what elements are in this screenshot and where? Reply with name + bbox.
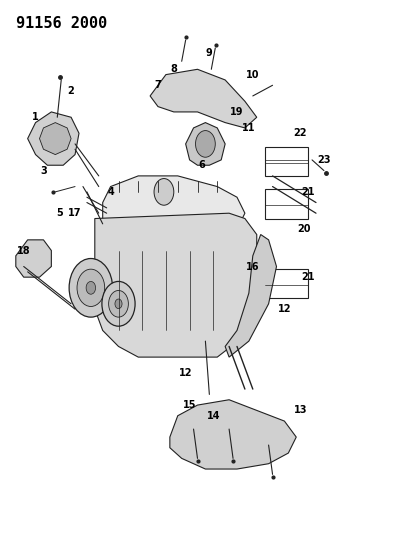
Circle shape xyxy=(86,281,96,294)
Circle shape xyxy=(115,299,122,309)
Polygon shape xyxy=(16,240,51,277)
Text: 5: 5 xyxy=(56,208,63,218)
Polygon shape xyxy=(186,123,225,165)
Text: 21: 21 xyxy=(301,187,315,197)
Polygon shape xyxy=(103,176,245,256)
Text: 17: 17 xyxy=(68,208,82,218)
Circle shape xyxy=(154,179,174,205)
Text: 18: 18 xyxy=(17,246,30,255)
Text: 16: 16 xyxy=(246,262,260,271)
Text: 3: 3 xyxy=(40,166,47,175)
Text: 6: 6 xyxy=(198,160,205,170)
Text: 1: 1 xyxy=(32,112,39,122)
Circle shape xyxy=(77,269,105,306)
Circle shape xyxy=(109,290,128,317)
Text: 13: 13 xyxy=(293,406,307,415)
Text: 9: 9 xyxy=(206,49,213,58)
Polygon shape xyxy=(95,213,257,357)
Polygon shape xyxy=(40,123,71,155)
Text: 23: 23 xyxy=(317,155,331,165)
Circle shape xyxy=(196,131,215,157)
Polygon shape xyxy=(28,112,79,165)
Polygon shape xyxy=(150,69,257,128)
Bar xyxy=(265,269,308,298)
Text: 10: 10 xyxy=(246,70,260,79)
Text: 12: 12 xyxy=(278,304,291,314)
Text: 11: 11 xyxy=(242,123,256,133)
Text: 4: 4 xyxy=(107,187,114,197)
Text: 15: 15 xyxy=(183,400,196,410)
Text: 7: 7 xyxy=(154,80,162,90)
Text: 2: 2 xyxy=(68,86,75,95)
Bar xyxy=(265,189,308,219)
Text: 21: 21 xyxy=(301,272,315,282)
Bar xyxy=(265,147,308,176)
Text: 22: 22 xyxy=(293,128,307,138)
Text: 19: 19 xyxy=(230,107,244,117)
Text: 12: 12 xyxy=(179,368,192,378)
Polygon shape xyxy=(170,400,296,469)
Text: 20: 20 xyxy=(297,224,311,234)
Polygon shape xyxy=(225,235,276,357)
Circle shape xyxy=(102,281,135,326)
Text: 8: 8 xyxy=(170,64,177,74)
Text: 91156 2000: 91156 2000 xyxy=(16,16,107,31)
Text: 14: 14 xyxy=(207,411,220,421)
Circle shape xyxy=(69,259,113,317)
